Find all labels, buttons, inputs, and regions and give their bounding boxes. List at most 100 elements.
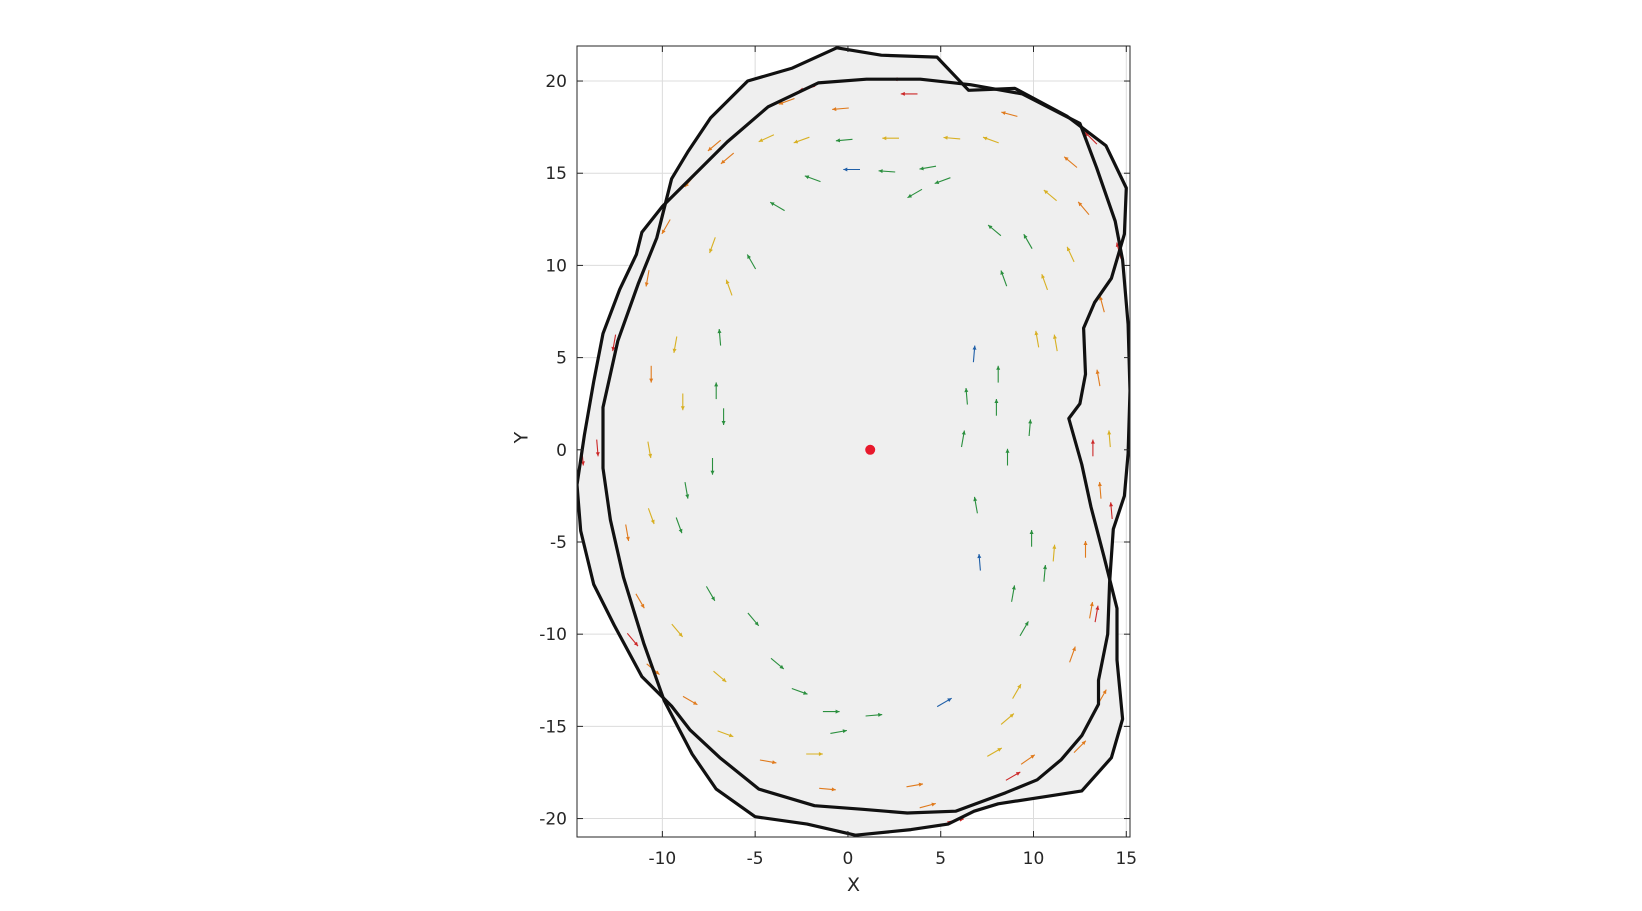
field-arrow bbox=[973, 496, 978, 514]
field-arrow bbox=[625, 524, 630, 542]
field-arrow bbox=[717, 730, 734, 738]
field-arrow bbox=[770, 657, 785, 670]
field-arrow bbox=[900, 91, 918, 96]
plot-frame bbox=[576, 45, 1131, 838]
field-arrow bbox=[832, 107, 849, 112]
arrow-field bbox=[581, 77, 1122, 823]
field-arrow bbox=[919, 165, 937, 171]
field-arrow bbox=[791, 687, 808, 695]
field-arrow bbox=[1083, 541, 1088, 558]
surface-layer bbox=[577, 47, 1130, 836]
field-arrow bbox=[934, 177, 951, 185]
field-arrow bbox=[843, 167, 860, 172]
y-tick-label: 15 bbox=[545, 164, 567, 184]
field-arrow bbox=[906, 782, 924, 788]
field-arrow bbox=[878, 169, 896, 174]
field-arrow bbox=[996, 365, 1001, 383]
outline-curve bbox=[601, 46, 1128, 837]
field-arrow bbox=[1041, 274, 1049, 291]
field-arrow bbox=[1012, 683, 1022, 699]
field-arrow bbox=[611, 334, 617, 352]
field-arrow bbox=[714, 382, 719, 400]
field-arrow bbox=[1034, 330, 1040, 348]
field-arrow bbox=[1001, 111, 1018, 117]
field-arrow bbox=[1000, 270, 1008, 287]
field-arrow bbox=[680, 393, 685, 411]
field-arrow bbox=[882, 136, 899, 141]
field-arrow bbox=[964, 387, 969, 405]
field-arrow bbox=[720, 152, 735, 165]
y-tick-label: -5 bbox=[550, 533, 567, 553]
field-arrow bbox=[1019, 621, 1029, 637]
x-tick-label: 5 bbox=[935, 849, 946, 869]
field-arrow bbox=[1000, 713, 1015, 725]
field-arrow bbox=[644, 270, 650, 287]
field-arrow bbox=[943, 135, 961, 140]
field-arrow bbox=[982, 136, 999, 144]
axis-ticks: -10 -5 0 5 10 15 -20 -15 -10 -5 0 5 10 15 20 bbox=[539, 46, 1137, 869]
field-arrow bbox=[793, 136, 810, 144]
field-arrow bbox=[705, 586, 716, 602]
field-arrow bbox=[661, 219, 671, 235]
x-tick-label: 0 bbox=[843, 849, 854, 869]
field-arrow bbox=[675, 517, 683, 534]
x-tick-label: -5 bbox=[747, 849, 764, 869]
field-arrow bbox=[1077, 201, 1090, 216]
field-arrow bbox=[684, 482, 690, 499]
outline-curve bbox=[577, 77, 1130, 815]
field-arrow bbox=[1023, 233, 1033, 249]
field-arrow bbox=[649, 365, 654, 383]
field-arrow bbox=[710, 458, 715, 475]
field-arrow bbox=[709, 237, 716, 254]
field-arrow bbox=[1043, 564, 1047, 582]
outline-layer bbox=[577, 46, 1130, 837]
field-arrow bbox=[865, 712, 883, 717]
field-arrow bbox=[1066, 246, 1075, 263]
field-arrow bbox=[1107, 430, 1112, 448]
field-arrow bbox=[977, 553, 982, 571]
field-arrow bbox=[1053, 334, 1058, 352]
field-arrow bbox=[960, 430, 966, 448]
center-layer bbox=[865, 444, 876, 455]
x-tick-label: 15 bbox=[1115, 849, 1137, 869]
center-point bbox=[865, 444, 876, 455]
field-arrow bbox=[806, 752, 823, 756]
field-arrow bbox=[1052, 544, 1057, 562]
field-arrow bbox=[759, 759, 777, 765]
field-arrow bbox=[919, 802, 936, 809]
field-arrow bbox=[907, 188, 923, 199]
field-arrow bbox=[725, 279, 733, 296]
field-arrow bbox=[595, 439, 600, 457]
y-tick-label: 5 bbox=[556, 349, 567, 369]
y-tick-label: -20 bbox=[539, 810, 567, 830]
field-arrow bbox=[972, 345, 977, 363]
field-arrow bbox=[835, 138, 853, 143]
field-arrow bbox=[682, 695, 698, 706]
x-tick-label: -10 bbox=[648, 849, 676, 869]
x-axis-label: X bbox=[847, 874, 860, 896]
field-arrow bbox=[1028, 419, 1033, 437]
y-tick-label: 0 bbox=[556, 441, 567, 461]
y-axis-label: Y bbox=[511, 431, 533, 444]
field-arrow bbox=[830, 729, 847, 734]
field-arrow bbox=[635, 593, 645, 609]
field-arrow bbox=[1029, 530, 1034, 547]
field-arrow bbox=[1089, 601, 1094, 619]
field-arrow bbox=[721, 408, 726, 425]
field-arrow bbox=[1090, 439, 1095, 457]
y-tick-label: -10 bbox=[539, 625, 567, 645]
field-arrow bbox=[717, 328, 722, 346]
field-arrow bbox=[671, 623, 684, 638]
field-arrow bbox=[1020, 754, 1036, 765]
field-arrow bbox=[769, 201, 785, 212]
field-arrow bbox=[1097, 481, 1102, 499]
field-arrow bbox=[647, 508, 655, 525]
field-arrow bbox=[936, 697, 952, 708]
field-arrow bbox=[1011, 585, 1016, 602]
x-tick-label: 10 bbox=[1023, 849, 1045, 869]
field-arrow bbox=[1005, 448, 1010, 466]
field-arrow bbox=[758, 134, 775, 143]
field-arrow bbox=[626, 632, 639, 647]
field-arrow bbox=[987, 224, 1002, 237]
